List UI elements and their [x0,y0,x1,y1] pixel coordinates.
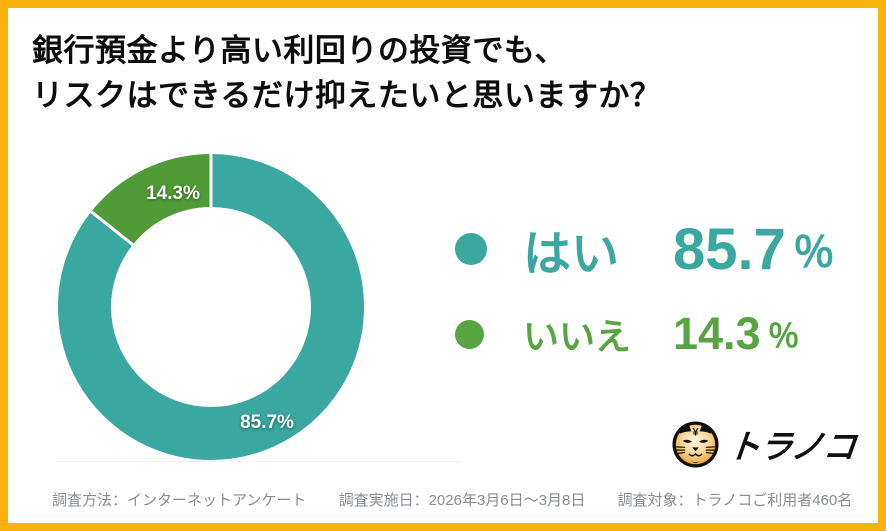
svg-text:¥: ¥ [692,426,699,438]
slice-label-no: 14.3% [146,183,200,204]
slice-label-yes: 85.7% [240,412,294,433]
survey-subjects: 調査対象：トラノコご利用者460名 [617,492,853,509]
toranoko-logo: ¥ トラノコ [672,420,858,468]
title-line-1: 銀行預金より高い利回りの投資でも、 [32,33,566,68]
survey-question-title: 銀行預金より高い利回りの投資でも、 リスクはできるだけ抑えたいと思いますか？ [32,28,661,118]
legend-value-yes: 85.7 [673,216,786,282]
title-line-2: リスクはできるだけ抑えたいと思いますか？ [32,78,662,113]
legend-item-yes: はい 85.7 ％ [455,204,835,294]
legend-label-yes: はい [523,228,620,281]
legend-value-no: 14.3 [673,308,761,359]
legend-percent-sign-yes: ％ [792,228,835,276]
donut-chart: 14.3% 85.7% [51,147,371,467]
plot-area-baseline [55,461,461,462]
logo-wordmark: トラノコ [725,428,858,465]
survey-meta-footer: 調査方法：インターネットアンケート 調査実施日：2026年3月6日～3月8日 調… [52,489,878,510]
tiger-face-icon: ¥ [672,420,719,468]
legend-bullet-yes-icon [455,233,487,265]
legend-item-no: いいえ 14.3 ％ [455,304,835,364]
legend-label-no: いいえ [523,316,632,357]
legend-bullet-no-icon [455,319,484,349]
legend-percent-sign-no: ％ [767,318,800,354]
slice-divider-2 [88,208,137,248]
donut-chart-svg: 14.3% 85.7% [58,151,364,460]
survey-period: 調査実施日：2026年3月6日～3月8日 [338,492,586,509]
survey-method: 調査方法：インターネットアンケート [52,492,307,509]
chart-legend: はい 85.7 ％ いいえ 14.3 ％ [455,204,835,364]
